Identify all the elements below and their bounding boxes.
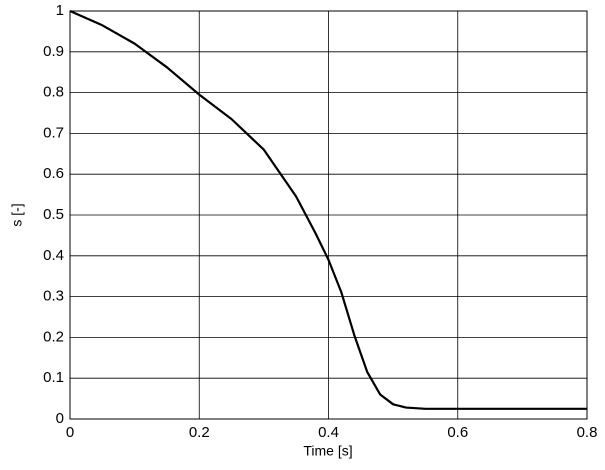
y-axis-title: s [-] <box>9 203 25 226</box>
y-tick-label: 0.1 <box>43 369 64 386</box>
y-tick-label: 0.3 <box>43 288 64 305</box>
x-axis-title: Time [s] <box>303 443 352 459</box>
y-tick-label: 0 <box>56 410 64 427</box>
y-tick-label: 0.9 <box>43 43 64 60</box>
y-tick-label: 0.4 <box>43 247 64 264</box>
x-tick-label: 0.2 <box>189 424 210 441</box>
x-tick-label: 0.4 <box>318 424 339 441</box>
y-tick-label: 0.7 <box>43 124 64 141</box>
x-tick-label: 0.6 <box>447 424 468 441</box>
data-line <box>69 9 587 410</box>
y-tick-label: 1 <box>56 2 64 19</box>
y-tick-label: 0.6 <box>43 165 64 182</box>
y-tick-label: 0.2 <box>43 328 64 345</box>
y-tick-label: 0.8 <box>43 84 64 101</box>
plot-frame <box>69 10 588 420</box>
x-tick-label: 0.8 <box>577 424 598 441</box>
y-tick-label: 0.5 <box>43 206 64 223</box>
x-tick-label: 0 <box>66 424 74 441</box>
